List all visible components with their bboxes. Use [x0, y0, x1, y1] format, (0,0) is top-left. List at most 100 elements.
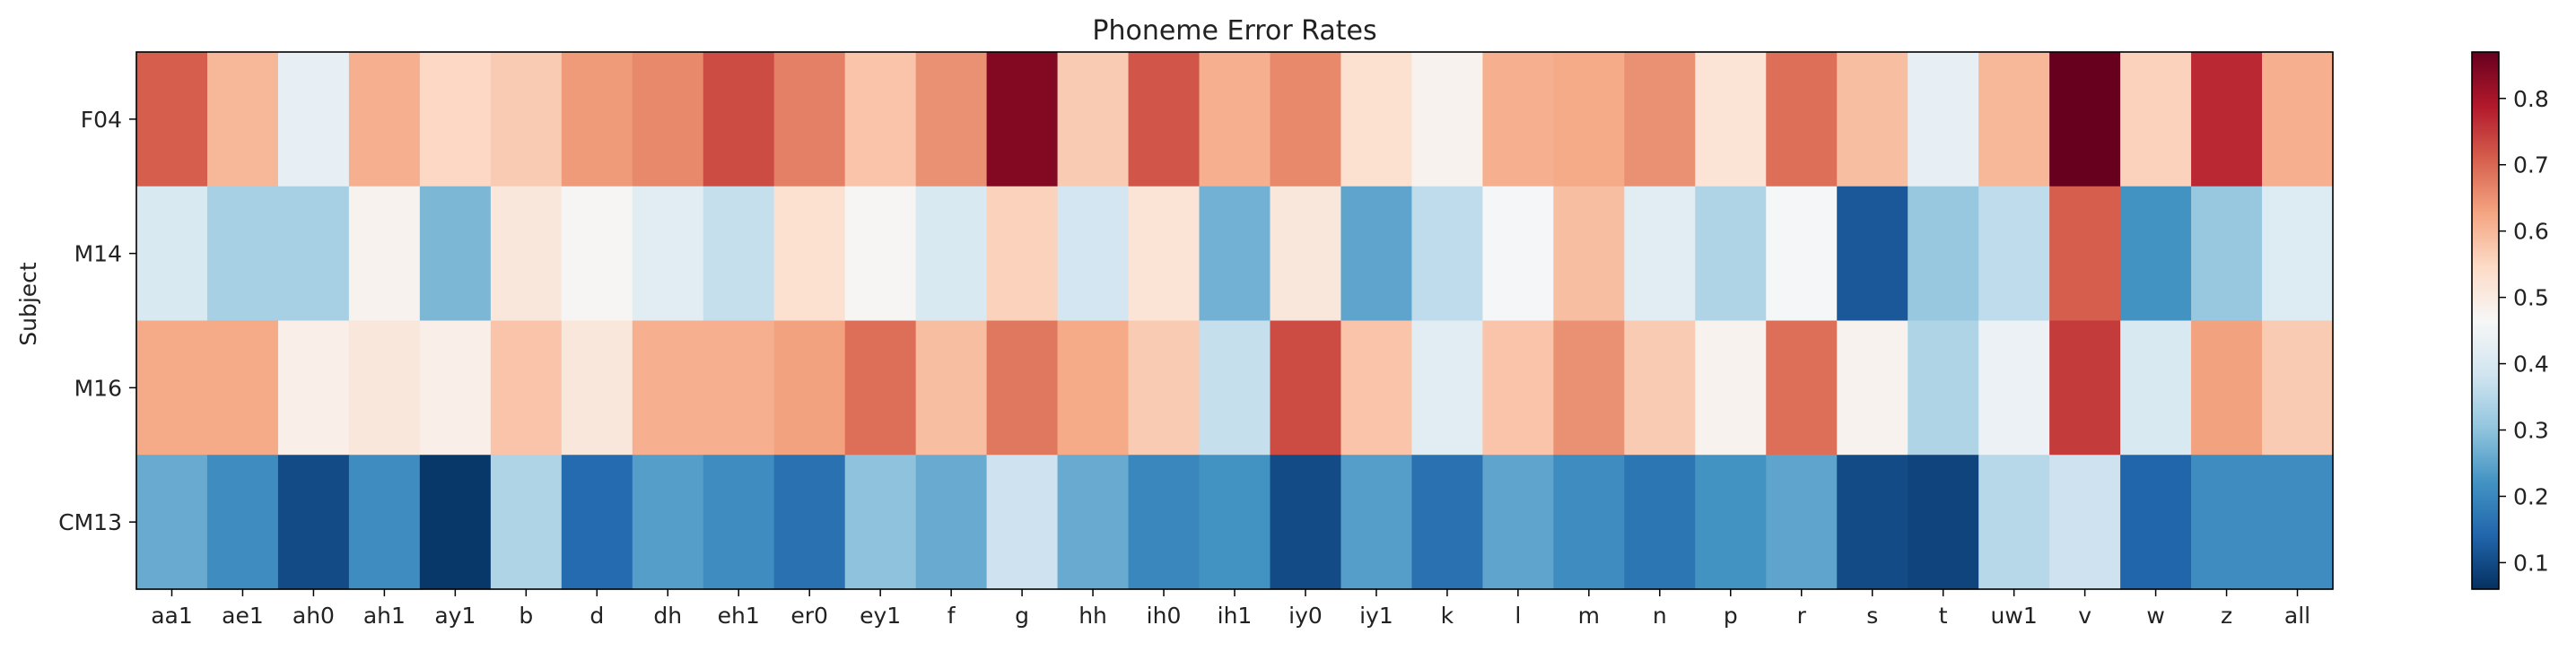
heatmap-cell [844, 320, 917, 456]
heatmap-cell [419, 320, 492, 456]
heatmap-cell [2191, 455, 2263, 590]
heatmap-cell [2120, 320, 2192, 456]
colorbar-tick-label: 0.6 [2513, 219, 2549, 245]
heatmap-cell [1411, 320, 1483, 456]
heatmap-cell [1482, 320, 1554, 456]
heatmap-cell [490, 320, 563, 456]
heatmap-cell [703, 455, 775, 590]
heatmap-cell [1837, 52, 1908, 187]
heatmap-cell [1695, 52, 1767, 187]
x-axis-ticks: aa1 ae1 ah0 ah1 ay1 b d dh eh1 er0 ey1 f g hh ih0 ih1 iy… [151, 589, 2310, 629]
heatmap-cell [986, 455, 1059, 590]
heatmap-cell [1553, 186, 1625, 322]
heatmap-cell [1766, 455, 1838, 590]
x-tick-label: t [1939, 603, 1948, 629]
heatmap-cell [1270, 320, 1342, 456]
heatmap-cell [915, 186, 988, 322]
heatmap-cell [2191, 320, 2263, 456]
heatmap-cell [561, 455, 633, 590]
heatmap-cell [1057, 52, 1130, 187]
heatmap-cell [632, 52, 704, 187]
heatmap-cell [844, 455, 917, 590]
heatmap-cell [1270, 186, 1342, 322]
heatmap-cell [632, 186, 704, 322]
heatmap-cell [277, 186, 350, 322]
heatmap-cell [1340, 186, 1413, 322]
colorbar-tick-label: 0.7 [2513, 152, 2549, 178]
heatmap-cell [703, 186, 775, 322]
x-tick-label: eh1 [718, 603, 760, 629]
heatmap-cell [1482, 52, 1554, 187]
y-axis-label: Subject [15, 262, 41, 346]
heatmap-cell [844, 186, 917, 322]
x-tick-label: hh [1078, 603, 1107, 629]
heatmap-cell [1482, 186, 1554, 322]
heatmap-cell [2049, 52, 2121, 187]
heatmap-cell [773, 186, 846, 322]
heatmap-cell [206, 455, 279, 590]
x-tick-label: g [1015, 603, 1029, 629]
heatmap-cell [277, 320, 350, 456]
colorbar-tick-label: 0.8 [2513, 86, 2549, 112]
x-tick-label: p [1724, 603, 1738, 629]
heatmap-cell [1624, 52, 1696, 187]
colorbar-tick-label: 0.3 [2513, 418, 2549, 444]
heatmap-cell [1908, 455, 1979, 590]
heatmap-cell [1270, 52, 1342, 187]
heatmap-cell [2262, 52, 2334, 187]
x-tick-label: all [2284, 603, 2310, 629]
x-tick-label: dh [653, 603, 682, 629]
heatmap-cell [1837, 320, 1908, 456]
heatmap-cell [1766, 186, 1838, 322]
heatmap-cell [1340, 455, 1413, 590]
heatmap-cell [348, 52, 421, 187]
x-tick-label: s [1866, 603, 1878, 629]
heatmap-cell [1837, 455, 1908, 590]
x-tick-label: z [2221, 603, 2232, 629]
heatmap-cell [277, 52, 350, 187]
heatmap-cell [1553, 455, 1625, 590]
y-tick-label: CM13 [58, 509, 122, 535]
heatmap-cell [1411, 455, 1483, 590]
heatmap-cell [490, 52, 563, 187]
colorbar-tick-label: 0.2 [2513, 483, 2549, 509]
heatmap-cell [2120, 455, 2192, 590]
colorbar-ticks: 0.1 0.2 0.3 0.4 0.5 0.6 0.7 0.8 [2499, 86, 2549, 576]
heatmap-cell [1128, 455, 1201, 590]
heatmap-cell [1411, 186, 1483, 322]
heatmap-cell [1128, 52, 1201, 187]
heatmap-cell [2049, 186, 2121, 322]
heatmap-cell [1199, 320, 1271, 456]
heatmap-cell [2049, 455, 2121, 590]
colorbar [2471, 51, 2500, 590]
heatmap-cell [844, 52, 917, 187]
x-tick-label: m [1578, 603, 1600, 629]
heatmap-cell [2120, 52, 2192, 187]
heatmap-cell [1057, 186, 1130, 322]
heatmap-cell [1908, 320, 1979, 456]
colorbar-tick-label: 0.4 [2513, 352, 2549, 378]
heatmap-cell [915, 320, 988, 456]
x-tick-label: v [2078, 603, 2091, 629]
heatmap-cell [703, 320, 775, 456]
x-tick-label: aa1 [151, 603, 193, 629]
heatmap-cell [1837, 186, 1908, 322]
heatmap-cell [1340, 320, 1413, 456]
heatmap-cell [773, 320, 846, 456]
heatmap-cell [1340, 52, 1413, 187]
heatmap-cell [773, 455, 846, 590]
heatmap-cell [561, 186, 633, 322]
heatmap-cell [1057, 455, 1130, 590]
heatmap-cell [1766, 320, 1838, 456]
heatmap-cell [1057, 320, 1130, 456]
x-tick-label: l [1515, 603, 1521, 629]
heatmap-cell [561, 320, 633, 456]
heatmap-cell [773, 52, 846, 187]
plot-frame [135, 51, 2334, 590]
heatmap-cell [1695, 320, 1767, 456]
heatmap-cell [1482, 455, 1554, 590]
x-tick-label: k [1441, 603, 1454, 629]
y-tick-label: M14 [74, 241, 122, 267]
heatmap-cell [1695, 455, 1767, 590]
